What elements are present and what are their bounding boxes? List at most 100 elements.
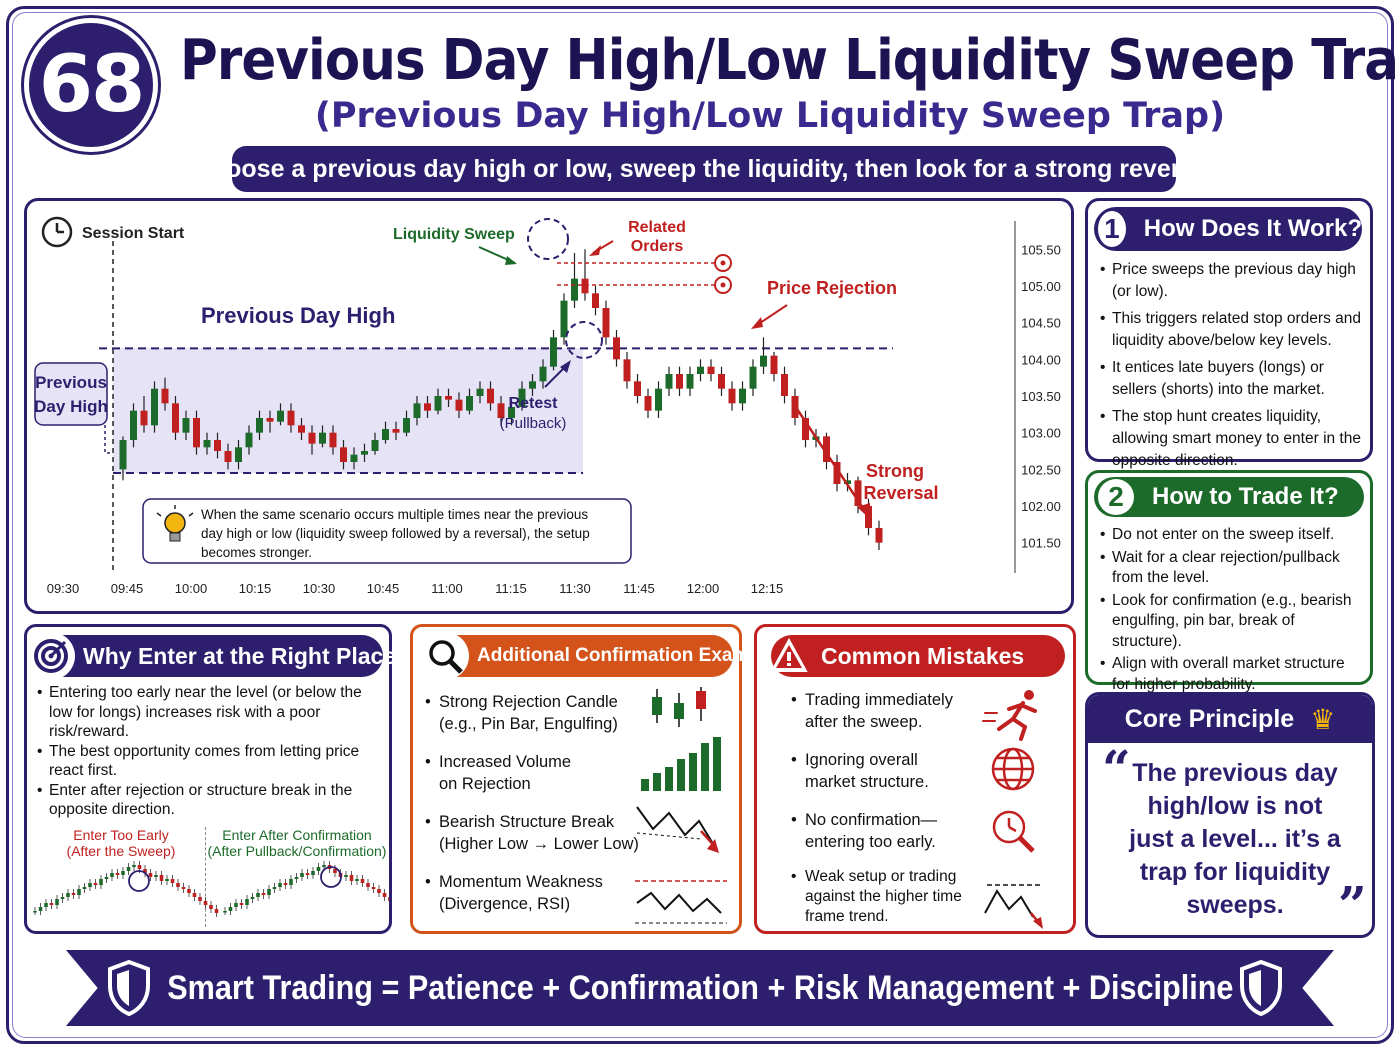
mini-candle-body [239, 903, 244, 905]
globe-icon [991, 747, 1035, 791]
how-to-trade-header: 2 How to Trade It? [1094, 477, 1364, 517]
retest-arrow-head [560, 360, 571, 373]
why-enter-panel: Why Enter at the Right Place? Entering t… [24, 624, 410, 934]
mistake-item-4: Weak setup or trading against the higher … [791, 867, 962, 927]
mini-candle-body [355, 879, 359, 881]
how-it-works-title: How Does It Work? [1143, 215, 1362, 242]
x-tick-label: 11:30 [559, 581, 591, 596]
candle-body [340, 447, 347, 462]
mini-candle-body [360, 879, 365, 883]
candle-body [791, 396, 799, 418]
list-item: Do not enter on the sweep itself. [1100, 525, 1362, 546]
candle-body [445, 396, 452, 400]
item-text: No confirmation— [805, 811, 938, 829]
pdh-label: Previous Day High [201, 303, 395, 328]
badge-number: 68 [38, 40, 146, 130]
y-tick-label: 103.50 [1021, 389, 1061, 404]
x-tick-label: 10:45 [367, 581, 400, 596]
core-principle-quote: The previous day high/low is not just a … [1129, 759, 1341, 919]
x-tick-label: 10:15 [239, 581, 272, 596]
item-text: Trading immediately [805, 691, 953, 709]
y-axis-ticks: 105.50 105.00 104.50 104.00 103.50 103.00 102.… [1021, 242, 1061, 550]
candle-body [854, 480, 862, 506]
item-text: (e.g., Pin Bar, Engulfing) [439, 715, 618, 733]
y-tick-label: 105.00 [1021, 279, 1061, 294]
y-tick-label: 102.00 [1021, 499, 1061, 514]
reversal-arrow-head [857, 503, 870, 519]
y-tick-label: 105.50 [1021, 242, 1061, 257]
mini-candle-body [82, 887, 87, 889]
mini-chart-divider [205, 827, 206, 927]
enter-too-early-label: Enter Too Early [73, 827, 169, 843]
mini-chart-confirmation [223, 861, 389, 915]
item-text: against the higher time [805, 888, 962, 905]
mini-candle-body [283, 883, 288, 885]
candle-body [424, 403, 431, 411]
structure-break-icon [636, 806, 719, 853]
candle-body [214, 440, 221, 451]
step-number-1: 1 [1098, 211, 1126, 247]
how-it-works-panel: 1 How Does It Work? Price sweeps the pre… [1085, 198, 1373, 469]
confirmation-item-2: Increased Volume on Rejection [425, 751, 571, 795]
inner-frame [12, 12, 1388, 1038]
mini-candle-body [88, 883, 92, 887]
mistake-item-1: Trading immediately after the sweep. [791, 689, 953, 733]
shield-icon [1240, 959, 1282, 1017]
candle-body [749, 366, 757, 389]
candle-body [644, 396, 652, 411]
mistakes-header: Common Mistakes [770, 635, 1065, 677]
core-principle-title: Core Principle [1124, 704, 1295, 733]
mini-candle-body [198, 897, 202, 901]
strong-reversal-label-1: Strong [866, 461, 924, 481]
candle-body [518, 388, 526, 407]
mini-candle-body [49, 903, 54, 905]
how-to-trade-title: How to Trade It? [1152, 483, 1339, 510]
candle-body [298, 425, 305, 433]
note-box: When the same scenario occurs multiple t… [142, 498, 632, 564]
candle-body [487, 388, 494, 404]
target-icon [27, 632, 75, 680]
candle-body [760, 355, 767, 367]
candle-body [319, 432, 326, 444]
mini-candle-body [256, 893, 260, 897]
mini-candle-body [137, 865, 142, 869]
candle-body [455, 399, 463, 411]
retest-label: Retest [509, 395, 559, 412]
x-tick-label: 11:00 [431, 581, 463, 596]
candle-body [571, 278, 578, 301]
mini-candle-body [60, 897, 65, 899]
mini-charts [33, 861, 389, 917]
mini-candle-body [316, 867, 321, 871]
outer-frame [6, 6, 1394, 1044]
session-start-label: Session Start [82, 225, 185, 242]
mini-candle-body [234, 903, 238, 907]
candle-body [434, 396, 442, 411]
candle-body [560, 300, 568, 338]
how-it-works-header: 1 How Does It Work? [1094, 207, 1362, 251]
candle-body [203, 440, 211, 448]
enter-after-sub: (After Pullback/Confirmation) [207, 843, 387, 859]
list-item: Align with overall market structure for … [1100, 654, 1362, 695]
list-item: Enter after rejection or structure break… [37, 781, 381, 820]
note-line-3: becomes stronger. [201, 545, 312, 560]
number-badge: 68 [24, 18, 158, 152]
list-item: This triggers related stop orders and li… [1100, 308, 1362, 352]
mini-chart-early [33, 861, 219, 917]
banner-text: Smart Trading = Patience + Confirmation … [166, 968, 1234, 1007]
candle-body [550, 337, 557, 367]
mini-candle-body [104, 877, 109, 879]
candle-body [539, 366, 547, 382]
candle-body [497, 403, 505, 418]
mini-candle-body [159, 875, 164, 881]
step-number-2: 2 [1098, 479, 1134, 515]
target-icon [714, 276, 732, 294]
confirmation-icons [635, 687, 727, 924]
mini-candle-body [250, 897, 255, 899]
x-axis-ticks: 09:30 09:45 10:00 10:15 10:30 10:45 11:00 11:15… [47, 581, 784, 596]
list-item: Wait for a clear rejection/pullback from… [1100, 548, 1362, 589]
strong-reversal-label-2: Reversal [863, 483, 938, 503]
pdh-box: Previous Day High [34, 362, 111, 454]
y-tick-label: 102.50 [1021, 462, 1061, 477]
rejection-candles-icon [652, 687, 706, 727]
item-text: Momentum Weakness [439, 873, 603, 891]
